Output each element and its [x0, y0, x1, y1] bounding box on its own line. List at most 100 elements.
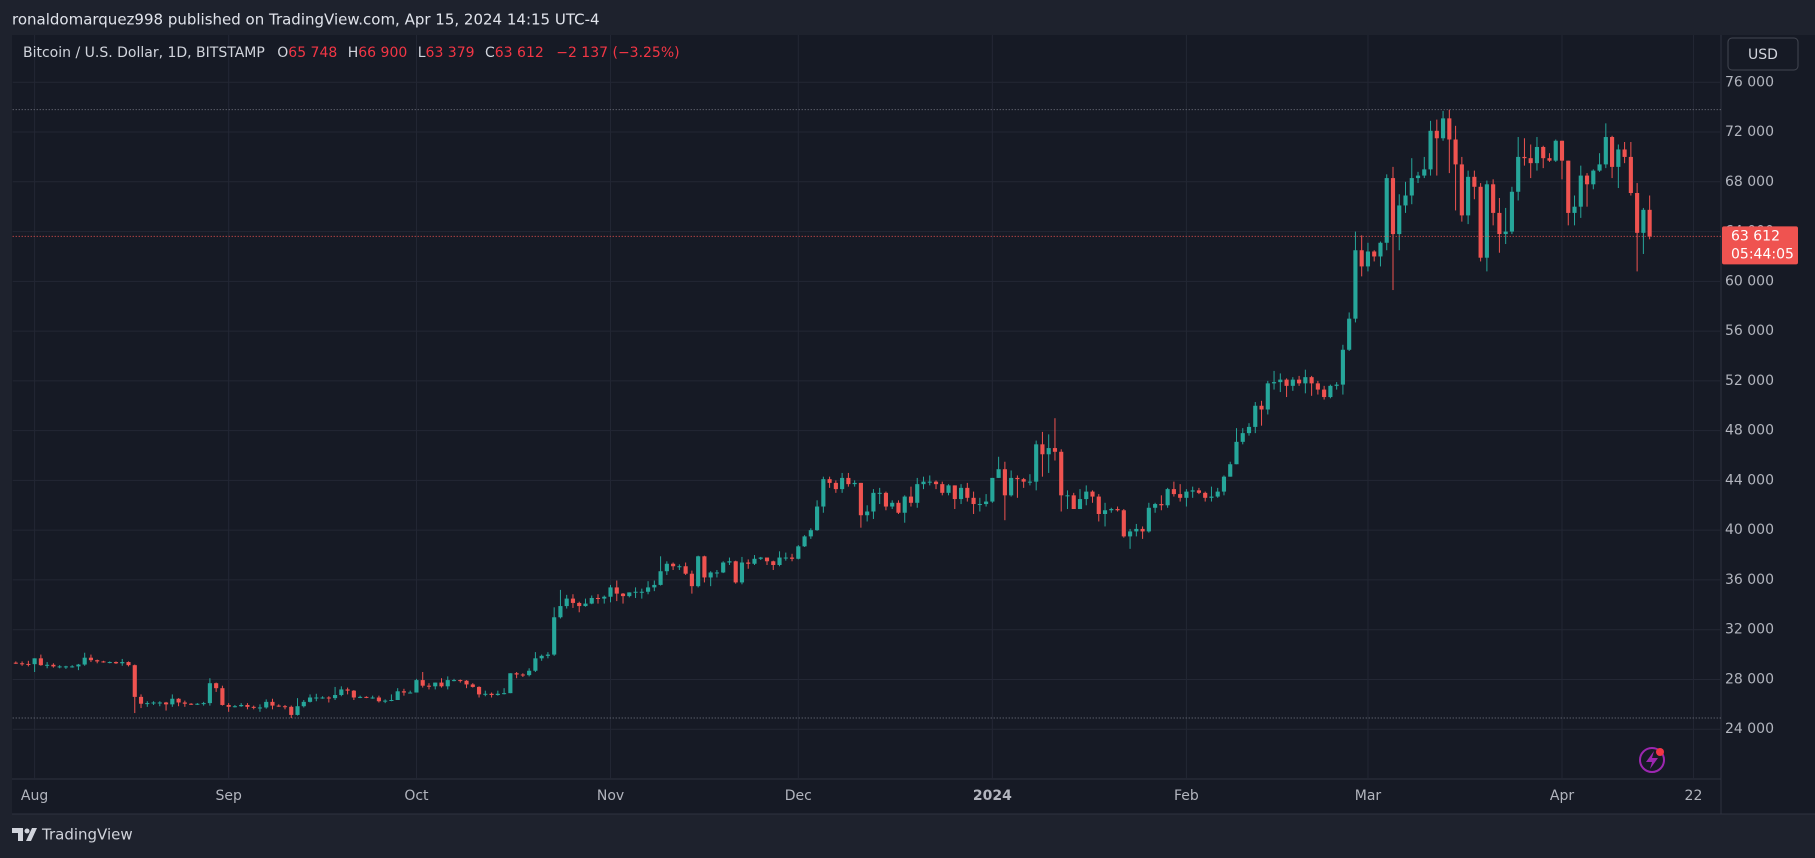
- candle-body: [476, 686, 482, 695]
- candle-body: [389, 699, 394, 701]
- candle-body: [646, 587, 651, 592]
- candle-body: [345, 689, 350, 691]
- candle-body: [984, 501, 989, 505]
- candle-body: [1641, 209, 1646, 233]
- candle-body: [595, 597, 601, 599]
- legend-key: C: [485, 45, 495, 61]
- candle-body: [1547, 158, 1552, 161]
- alert-bolt[interactable]: [1646, 751, 1658, 769]
- candle-body: [1146, 507, 1151, 532]
- candle-body: [401, 691, 407, 693]
- candle-body: [1591, 170, 1596, 185]
- candle-body: [364, 696, 369, 698]
- candle-body: [1290, 379, 1295, 386]
- candle-body: [1284, 379, 1289, 386]
- candle-body: [464, 680, 469, 685]
- candle-body: [1297, 379, 1302, 384]
- candle-body: [195, 703, 200, 705]
- candle-body: [483, 693, 488, 695]
- candle-body: [896, 502, 901, 513]
- candle-body: [677, 566, 682, 568]
- candle-body: [833, 482, 838, 490]
- candle-body: [883, 492, 889, 507]
- candle-body: [1102, 510, 1108, 514]
- candle-body: [1566, 160, 1571, 213]
- x-tick-label: 2024: [973, 788, 1012, 804]
- candle-body: [1009, 477, 1014, 496]
- candle-body: [1353, 250, 1358, 319]
- publish-info: ronaldomarquez998 published on TradingVi…: [12, 11, 600, 29]
- candle-body: [564, 598, 569, 607]
- candle-body: [1340, 349, 1345, 385]
- candle-body: [714, 572, 719, 574]
- currency-label[interactable]: USD: [1748, 47, 1778, 63]
- candle-body: [1165, 489, 1170, 506]
- candle-body: [301, 701, 306, 707]
- candle-body: [1428, 130, 1433, 170]
- candle-body: [965, 487, 970, 498]
- candle-body: [88, 657, 94, 661]
- candle-body: [1046, 448, 1051, 455]
- legend-key: O: [277, 45, 288, 61]
- candle-body: [958, 487, 964, 500]
- candle-body: [1534, 146, 1540, 164]
- candle-body: [746, 562, 751, 564]
- candle-body: [865, 511, 870, 516]
- candle-body: [1584, 175, 1590, 185]
- y-tick-label: 44 000: [1725, 472, 1774, 488]
- candle-body: [1365, 251, 1371, 267]
- candle-body: [495, 693, 500, 696]
- candle-body: [570, 598, 576, 603]
- candle-body: [589, 597, 594, 604]
- candle-body: [1059, 451, 1064, 496]
- candle-body: [689, 573, 694, 587]
- candle-body: [1052, 448, 1058, 452]
- overlay: 24 000 28 000 32 000 36 000 40 000 44 000 48 0…: [12, 74, 1798, 804]
- candle-body: [1084, 491, 1089, 500]
- candle-body: [927, 481, 932, 483]
- legend-key: H: [348, 45, 359, 61]
- alert-ring[interactable]: [1639, 747, 1665, 773]
- candle-body: [320, 697, 325, 699]
- candle-body: [608, 587, 613, 597]
- candle-body: [639, 591, 644, 593]
- footer-brand: TradingView: [41, 826, 133, 844]
- currency-button[interactable]: [1727, 37, 1799, 71]
- candle-body: [808, 530, 813, 537]
- candle-body: [890, 502, 895, 507]
- candle-body: [1322, 389, 1327, 398]
- candle-body: [1309, 377, 1314, 384]
- candle-body: [671, 563, 676, 567]
- alert-icon[interactable]: [1639, 747, 1665, 773]
- candle-body: [1622, 149, 1627, 157]
- y-tick-label: 32 000: [1725, 622, 1774, 638]
- y-tick-label: 56 000: [1725, 323, 1774, 339]
- candle-body: [270, 701, 275, 706]
- candle-body: [1278, 379, 1283, 383]
- candle-body: [1572, 206, 1577, 213]
- x-tick-label: Sep: [215, 788, 242, 804]
- alert-dot[interactable]: [1656, 748, 1664, 756]
- candle-body: [952, 485, 957, 500]
- candle-body: [1303, 377, 1308, 384]
- candle-body: [1478, 186, 1483, 258]
- legend-value: 63 612: [495, 45, 544, 61]
- candles: [13, 109, 1652, 719]
- candle-body: [1509, 191, 1514, 232]
- candle-body: [852, 482, 857, 485]
- candle-body: [902, 496, 907, 513]
- candle-body: [727, 561, 732, 563]
- candle-body: [1559, 140, 1565, 161]
- candle-body: [1347, 318, 1352, 350]
- candle-body: [796, 546, 801, 559]
- candle-body: [1196, 490, 1201, 493]
- candle-body: [996, 469, 1001, 478]
- candle-body: [245, 704, 250, 707]
- candle-body: [1359, 250, 1364, 267]
- candle-body: [1221, 476, 1227, 492]
- candle-body: [1409, 178, 1414, 196]
- candle-body: [26, 663, 31, 665]
- candle-body: [1434, 130, 1439, 139]
- candle-body: [577, 602, 582, 607]
- countdown-label: 05:44:05: [1731, 246, 1794, 262]
